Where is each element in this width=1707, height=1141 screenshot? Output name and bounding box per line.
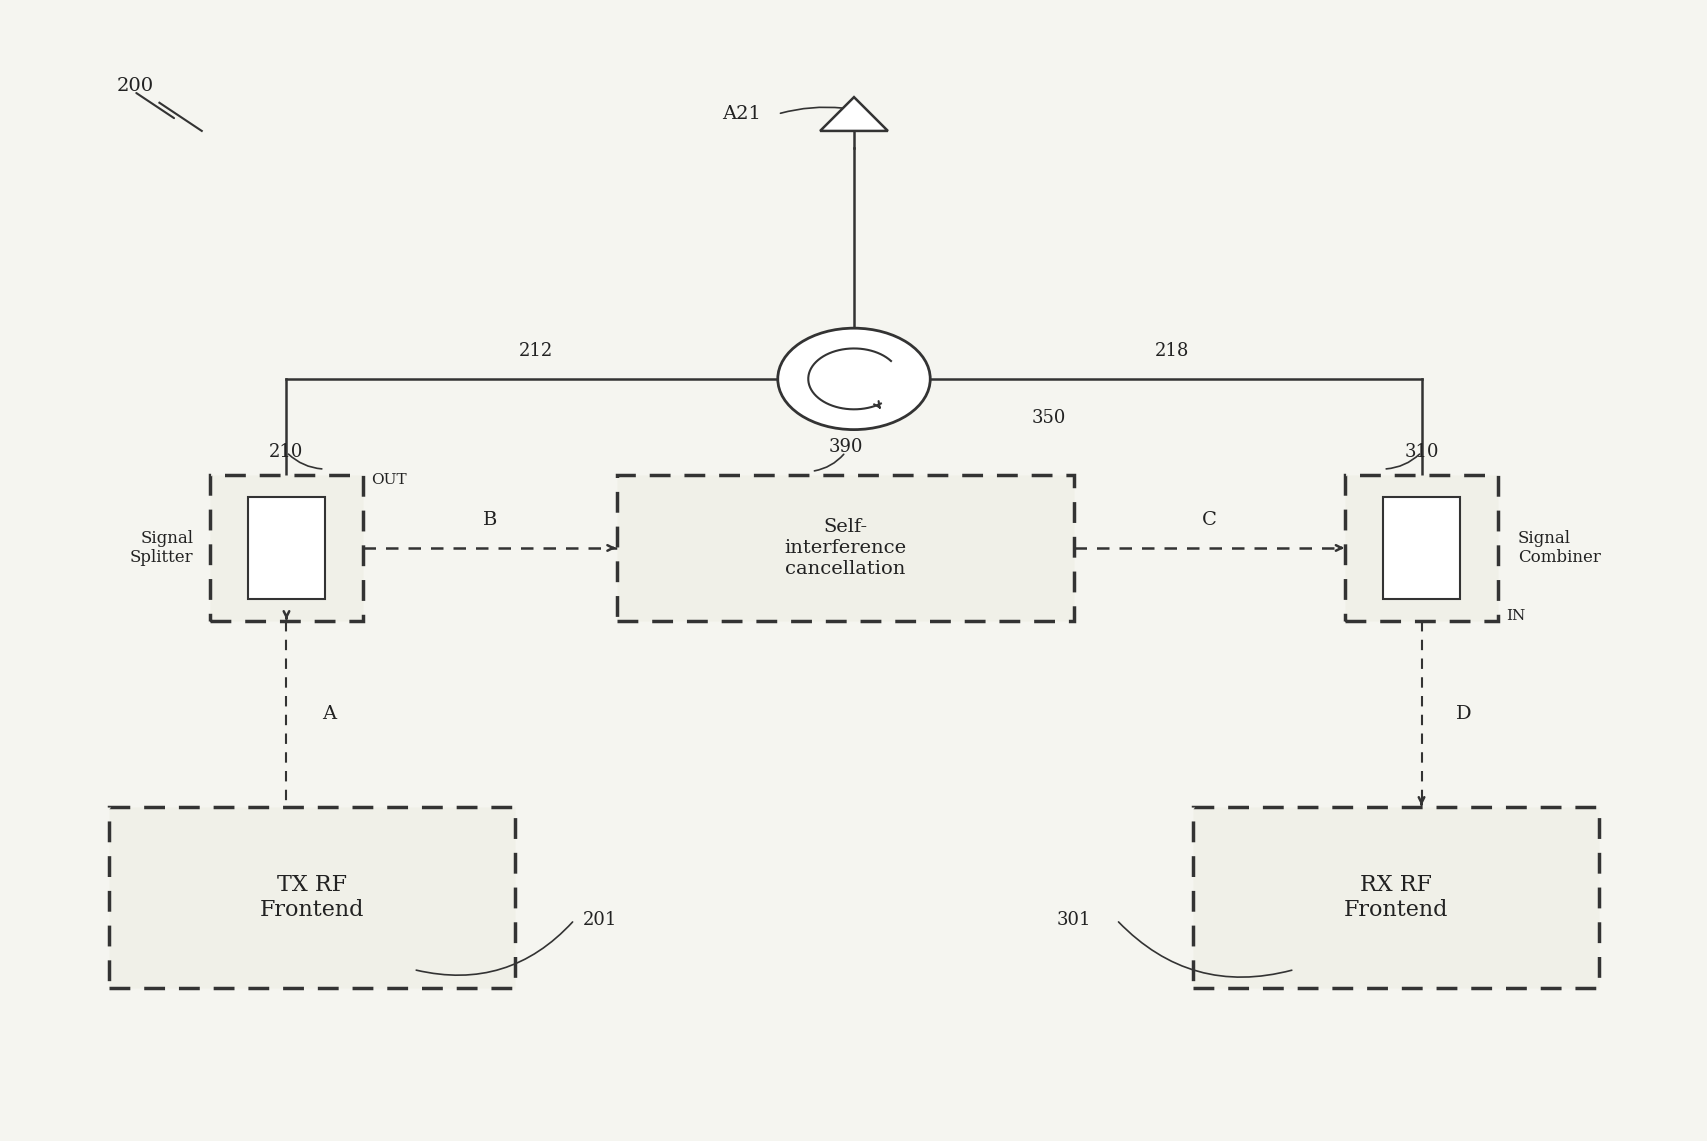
Text: D: D (1454, 705, 1471, 723)
Text: B: B (483, 511, 497, 528)
Text: 201: 201 (582, 911, 616, 929)
Text: RX RF
Frontend: RX RF Frontend (1343, 874, 1448, 921)
Text: A: A (321, 705, 336, 723)
FancyBboxPatch shape (210, 475, 362, 621)
FancyBboxPatch shape (1345, 475, 1497, 621)
Circle shape (777, 329, 930, 430)
Text: 218: 218 (1154, 341, 1188, 359)
Text: Signal
Combiner: Signal Combiner (1518, 529, 1599, 566)
FancyBboxPatch shape (616, 475, 1074, 621)
Text: 310: 310 (1403, 443, 1437, 461)
Text: 210: 210 (270, 443, 304, 461)
Text: Signal
Splitter: Signal Splitter (130, 529, 193, 566)
FancyBboxPatch shape (109, 807, 516, 987)
Text: TX RF
Frontend: TX RF Frontend (259, 874, 364, 921)
FancyBboxPatch shape (248, 497, 324, 599)
Text: 390: 390 (828, 437, 862, 455)
FancyBboxPatch shape (1191, 807, 1598, 987)
FancyBboxPatch shape (1383, 497, 1459, 599)
Text: IN: IN (1506, 608, 1524, 623)
Text: Self-
interference
cancellation: Self- interference cancellation (784, 518, 906, 577)
Text: C: C (1202, 511, 1217, 528)
Text: 350: 350 (1031, 410, 1065, 428)
Text: 212: 212 (519, 341, 553, 359)
Text: OUT: OUT (370, 474, 406, 487)
Text: 301: 301 (1057, 911, 1091, 929)
Text: A21: A21 (722, 105, 760, 123)
Polygon shape (819, 97, 888, 131)
Text: 200: 200 (118, 76, 154, 95)
